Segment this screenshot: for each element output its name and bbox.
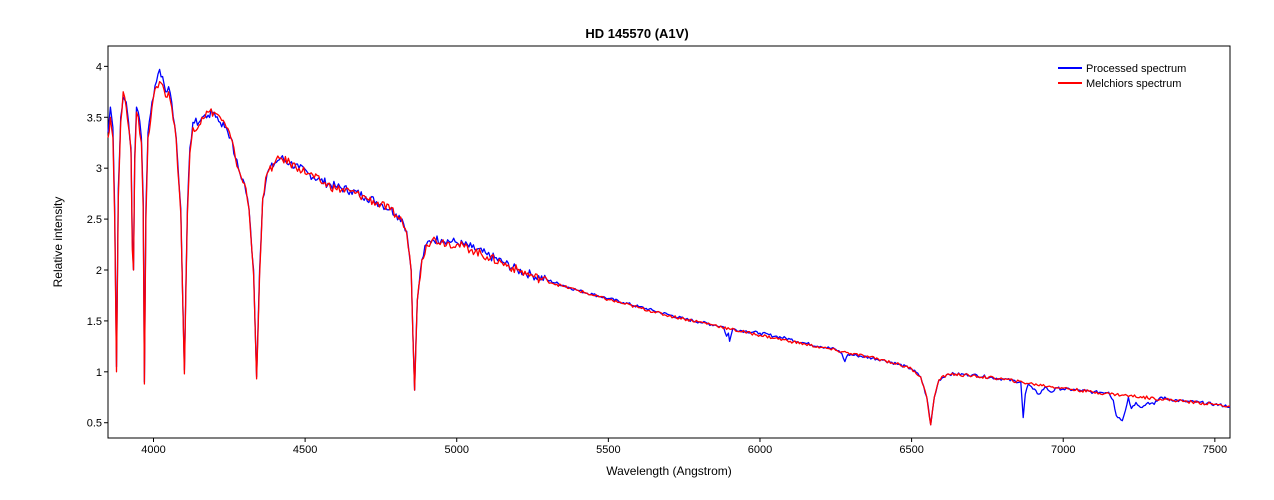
x-tick-label: 4500	[293, 444, 317, 456]
x-tick-label: 6500	[899, 444, 923, 456]
y-axis-ticks: 0.5 1 1.5 2 2.5 3 3.5 4	[87, 61, 108, 430]
x-tick-label: 5000	[444, 444, 468, 456]
y-tick-label: 1.5	[87, 316, 102, 328]
plot-area	[107, 45, 1231, 439]
series-group	[107, 68, 1231, 426]
y-tick-label: 4	[96, 61, 102, 73]
x-tick-label: 7500	[1203, 444, 1227, 456]
y-tick-label: 3.5	[87, 112, 102, 124]
y-tick-label: 3	[96, 163, 102, 175]
y-tick-label: 2.5	[87, 214, 102, 226]
y-tick-label: 1	[96, 367, 102, 379]
x-tick-label: 6000	[748, 444, 772, 456]
x-tick-label: 5500	[596, 444, 620, 456]
y-axis-label: Relative intensity	[51, 197, 65, 288]
legend-label-processed: Processed spectrum	[1086, 63, 1186, 75]
melchiors-spectrum-line	[107, 80, 1231, 426]
x-axis-ticks: 4000 4500 5000 5500 6000 6500 7000 7500	[141, 438, 1227, 456]
y-tick-label: 0.5	[87, 418, 102, 430]
x-tick-label: 4000	[141, 444, 165, 456]
legend-label-melchiors: Melchiors spectrum	[1086, 78, 1181, 90]
chart-title: HD 145570 (A1V)	[585, 26, 688, 41]
x-tick-label: 7000	[1051, 444, 1075, 456]
legend: Processed spectrum Melchiors spectrum	[1058, 63, 1186, 90]
x-axis-label: Wavelength (Angstrom)	[606, 464, 732, 478]
y-tick-label: 2	[96, 265, 102, 277]
